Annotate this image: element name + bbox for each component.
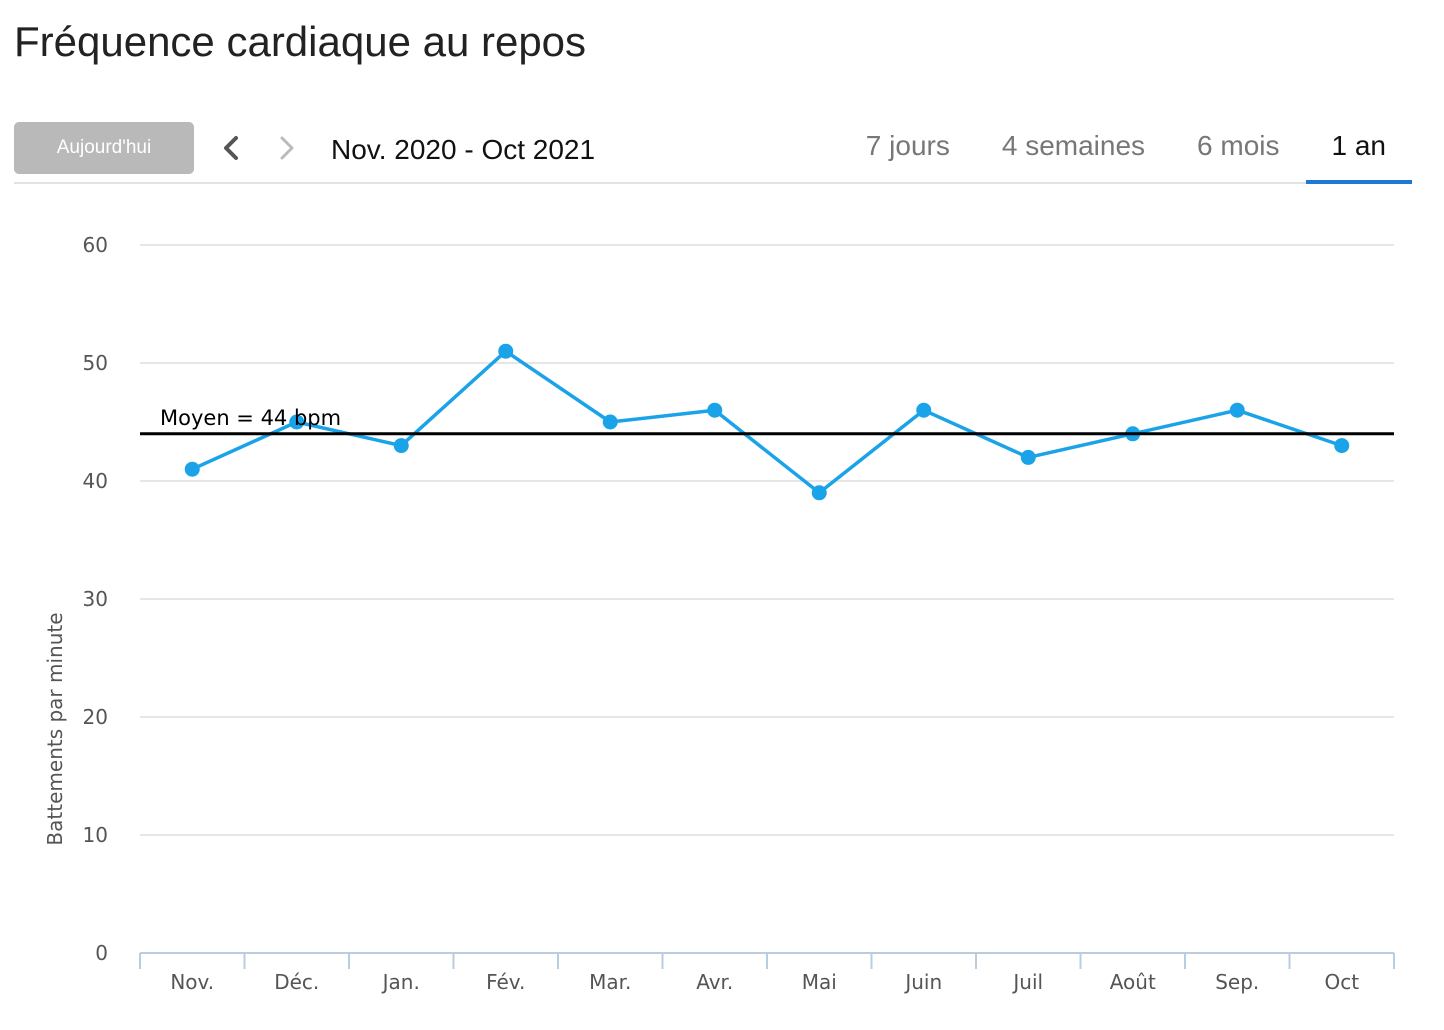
data-point[interactable] — [289, 414, 305, 430]
tab-1-an[interactable]: 1 an — [1305, 120, 1413, 184]
y-tick-label: 30 — [83, 587, 108, 611]
today-button[interactable]: Aujourd'hui — [14, 122, 194, 174]
chevron-right-icon[interactable] — [272, 130, 302, 166]
data-point[interactable] — [1334, 438, 1350, 454]
y-tick-label: 60 — [83, 233, 108, 257]
x-tick-label: Nov. — [170, 970, 214, 994]
x-tick-label: Avr. — [696, 970, 733, 994]
toolbar: Aujourd'hui Nov. 2020 - Oct 2021 7 jours… — [14, 120, 1412, 184]
chevron-left-icon[interactable] — [216, 130, 246, 166]
data-point[interactable] — [498, 343, 514, 359]
y-tick-label: 10 — [83, 823, 108, 847]
average-layer: Moyen = 44 bpm — [140, 406, 1394, 436]
tab-6-mois[interactable]: 6 mois — [1197, 130, 1280, 161]
x-axis-ticks: Nov. Déc. Jan. Fév. Mar. Avr. Mai Juin Juil Août S… — [170, 970, 1359, 994]
page-title: Fréquence cardiaque au repos — [14, 18, 587, 65]
data-point[interactable] — [1229, 402, 1245, 418]
y-tick-label: 50 — [83, 351, 108, 375]
series-layer — [184, 343, 1350, 501]
date-range: Nov. 2020 - Oct 2021 — [331, 134, 596, 165]
data-point[interactable] — [811, 485, 827, 501]
x-tick-label: Mai — [802, 970, 837, 994]
data-point[interactable] — [393, 438, 409, 454]
data-point[interactable] — [184, 461, 200, 477]
period-tabs: 7 jours 4 semaines 6 mois 1 an — [840, 120, 1413, 184]
x-tick-label: Fév. — [486, 970, 525, 994]
y-axis-ticks: 0 10 20 30 40 50 60 — [83, 233, 108, 965]
x-tick-label: Sep. — [1215, 970, 1259, 994]
data-point[interactable] — [602, 414, 618, 430]
data-point[interactable] — [1020, 449, 1036, 465]
y-tick-label: 0 — [95, 941, 108, 965]
average-label: Moyen = 44 bpm — [160, 406, 341, 430]
data-point[interactable] — [916, 402, 932, 418]
x-tick-label: Juin — [903, 970, 942, 994]
x-tick-label: Mar. — [589, 970, 631, 994]
x-tick-label: Déc. — [274, 970, 319, 994]
y-tick-label: 40 — [83, 469, 108, 493]
tab-7-jours[interactable]: 7 jours — [865, 130, 950, 161]
x-tick-label: Jan. — [381, 970, 420, 994]
y-axis-title: Battements par minute — [43, 612, 67, 845]
x-tick-label: Août — [1110, 970, 1156, 994]
data-point[interactable] — [707, 402, 723, 418]
grid-lines — [140, 244, 1394, 836]
y-tick-label: 20 — [83, 705, 108, 729]
x-axis — [139, 952, 1395, 969]
x-tick-label: Oct — [1324, 970, 1359, 994]
tab-4-semaines[interactable]: 4 semaines — [1001, 130, 1146, 161]
x-tick-label: Juil — [1011, 970, 1043, 994]
series-line — [191, 349, 1343, 495]
